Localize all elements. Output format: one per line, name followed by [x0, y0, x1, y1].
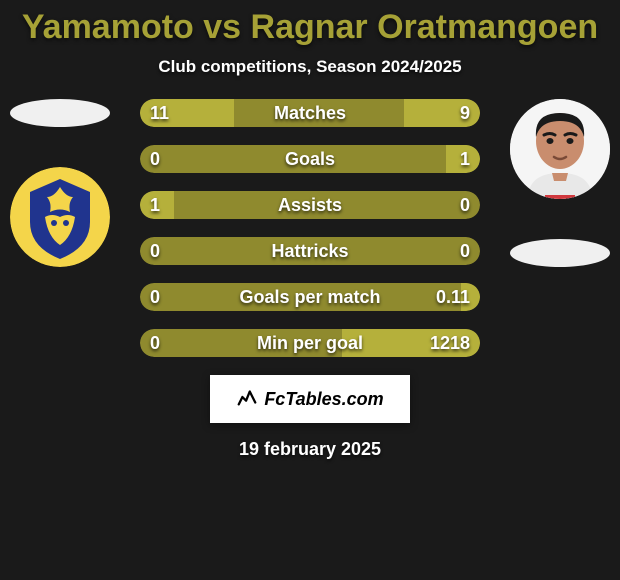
stat-value-right: 0: [460, 237, 470, 265]
right-player-photo: [510, 99, 610, 199]
stat-value-right: 0: [460, 191, 470, 219]
stat-value-left: 1: [150, 191, 160, 219]
stat-value-left: 0: [150, 329, 160, 357]
date-line: 19 february 2025: [0, 439, 620, 460]
stat-value-right: 1218: [430, 329, 470, 357]
stat-row: 01Goals: [140, 145, 480, 173]
stat-row: 119Matches: [140, 99, 480, 127]
page-title: Yamamoto vs Ragnar Oratmangoen: [0, 0, 620, 47]
left-player-column: [10, 99, 110, 267]
stat-value-left: 0: [150, 145, 160, 173]
right-player-club-placeholder: [510, 239, 610, 267]
stat-value-left: 0: [150, 283, 160, 311]
comparison-chart: 119Matches01Goals10Assists00Hattricks00.…: [0, 99, 620, 357]
stat-value-right: 0.11: [436, 283, 470, 311]
stat-bars: 119Matches01Goals10Assists00Hattricks00.…: [140, 99, 480, 357]
brand-icon: [236, 386, 258, 413]
right-player-column: [510, 99, 610, 267]
stat-value-right: 9: [460, 99, 470, 127]
stat-row: 00.11Goals per match: [140, 283, 480, 311]
subtitle: Club competitions, Season 2024/2025: [0, 57, 620, 77]
stat-row: 10Assists: [140, 191, 480, 219]
stat-value-left: 11: [150, 99, 169, 127]
stat-value-right: 1: [460, 145, 470, 173]
brand-text: FcTables.com: [264, 389, 383, 410]
stat-row: 01218Min per goal: [140, 329, 480, 357]
left-player-club-badge: [10, 167, 110, 267]
stat-row: 00Hattricks: [140, 237, 480, 265]
brand-box: FcTables.com: [210, 375, 410, 423]
stat-value-left: 0: [150, 237, 160, 265]
left-player-photo-placeholder: [10, 99, 110, 127]
